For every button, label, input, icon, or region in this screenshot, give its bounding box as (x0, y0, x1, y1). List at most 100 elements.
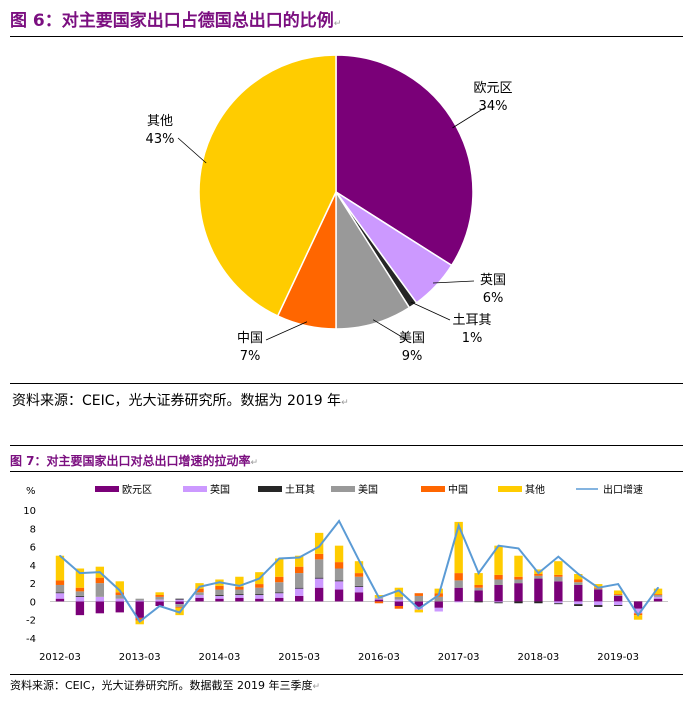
figure7-top-rule (10, 445, 683, 446)
bar-turkey (534, 601, 543, 604)
bar-uk (135, 600, 144, 602)
line-point (398, 589, 400, 592)
bar-other (474, 573, 483, 585)
bar-china (155, 595, 164, 597)
x-tick-label: 2016-03 (358, 652, 400, 663)
leader-line-euro (452, 106, 487, 129)
bar-euro (175, 601, 184, 605)
bar-usa (275, 582, 284, 593)
bar-china (115, 592, 124, 596)
figure7-title: 图 7：对主要国家出口对总出口增速的拉动率↵ (10, 454, 259, 468)
bar-uk (394, 599, 404, 602)
bar-china (235, 586, 244, 590)
pie-label-turkey: 土耳其 (452, 313, 491, 328)
bar-usa (195, 592, 204, 596)
line-point (338, 520, 340, 522)
line-point (178, 611, 181, 614)
bar-uk (494, 601, 503, 603)
figure6-top-rule (10, 36, 683, 37)
bar-usa (594, 588, 603, 590)
leader-line-usa (372, 319, 408, 341)
legend-label-uk: 英国 (210, 483, 230, 496)
pie-label-usa: 美国 (399, 331, 425, 346)
line-point (637, 614, 639, 616)
bar-uk (155, 599, 164, 602)
bar-usa (55, 584, 65, 593)
bar-turkey (215, 595, 224, 596)
bar-euro (394, 601, 404, 606)
bar-uk (354, 586, 364, 593)
bar-china (514, 576, 523, 580)
x-tick-label: 2017-03 (438, 652, 480, 663)
bar-turkey (554, 603, 563, 605)
pie-value-euro: 34% (479, 99, 508, 114)
bar-turkey (255, 594, 264, 596)
line-point (597, 586, 600, 589)
legend-label-other: 其他 (525, 483, 545, 496)
bar-usa (514, 579, 523, 584)
bar-uk (215, 595, 224, 599)
bar-usa (235, 589, 244, 595)
pie-value-usa: 9% (402, 349, 423, 364)
bar-euro (115, 601, 124, 613)
bar-china (255, 584, 264, 588)
pie-label-uk: 英国 (480, 273, 506, 288)
bar-china (195, 588, 204, 593)
bar-usa (95, 583, 105, 597)
bar-china (75, 587, 85, 592)
line-point (198, 586, 201, 588)
bar-china (653, 594, 663, 596)
line-point (477, 572, 480, 574)
bar-euro (155, 601, 164, 606)
pie-label-euro: 欧元区 (473, 81, 512, 96)
bar-uk (633, 608, 643, 614)
bar-uk (195, 595, 204, 598)
bar-turkey (175, 598, 184, 600)
y-tick-label: -4 (26, 634, 36, 645)
bar-other (394, 587, 404, 597)
bar-usa (115, 595, 124, 599)
line-point (298, 556, 300, 559)
bar-usa (295, 573, 304, 588)
bar-uk (374, 598, 384, 600)
bar-usa (334, 568, 344, 581)
bar-euro (275, 597, 284, 602)
bar-euro (534, 578, 543, 602)
bar-turkey (354, 585, 364, 587)
x-tick-label: 2013-03 (119, 652, 161, 663)
bar-other (494, 545, 503, 575)
bar-euro (334, 589, 344, 602)
bar-china (295, 566, 304, 574)
legend-swatch-other (498, 486, 522, 492)
bar-euro (314, 587, 324, 602)
figure7-title-rule (10, 471, 683, 472)
bar-usa (255, 587, 264, 595)
bar-other (75, 568, 85, 588)
pie-chart: 欧元区 34% 英国 6% 土耳其 1% 美国 9% 中国 7% 其他 43% (146, 54, 513, 364)
pie-value-china: 7% (240, 349, 261, 364)
bar-china (454, 573, 463, 581)
bar-usa (215, 589, 224, 596)
bar-turkey (334, 580, 344, 582)
bar-uk (95, 596, 105, 602)
bar-other (514, 555, 523, 577)
bar-uk (594, 601, 603, 606)
line-point (238, 585, 241, 587)
bar-euro (95, 601, 105, 614)
bar-china (414, 593, 423, 596)
line-point (537, 572, 540, 574)
y-tick-label: 8 (30, 524, 36, 535)
bar-other (594, 584, 603, 588)
pie-label-china: 中国 (237, 331, 263, 346)
legend-label-turkey: 土耳其 (285, 483, 315, 496)
bar-uk (314, 578, 324, 588)
bar-usa (175, 604, 184, 607)
bar-euro (235, 597, 244, 602)
bar-other (574, 574, 583, 580)
figure6-title: 图 6：对主要国家出口占德国总出口的比例↵ (10, 11, 342, 31)
bar-china (135, 617, 144, 621)
bar-other (613, 590, 623, 595)
bar-china (613, 594, 623, 596)
figure6-bottom-rule (10, 383, 683, 384)
line-point (557, 555, 560, 558)
